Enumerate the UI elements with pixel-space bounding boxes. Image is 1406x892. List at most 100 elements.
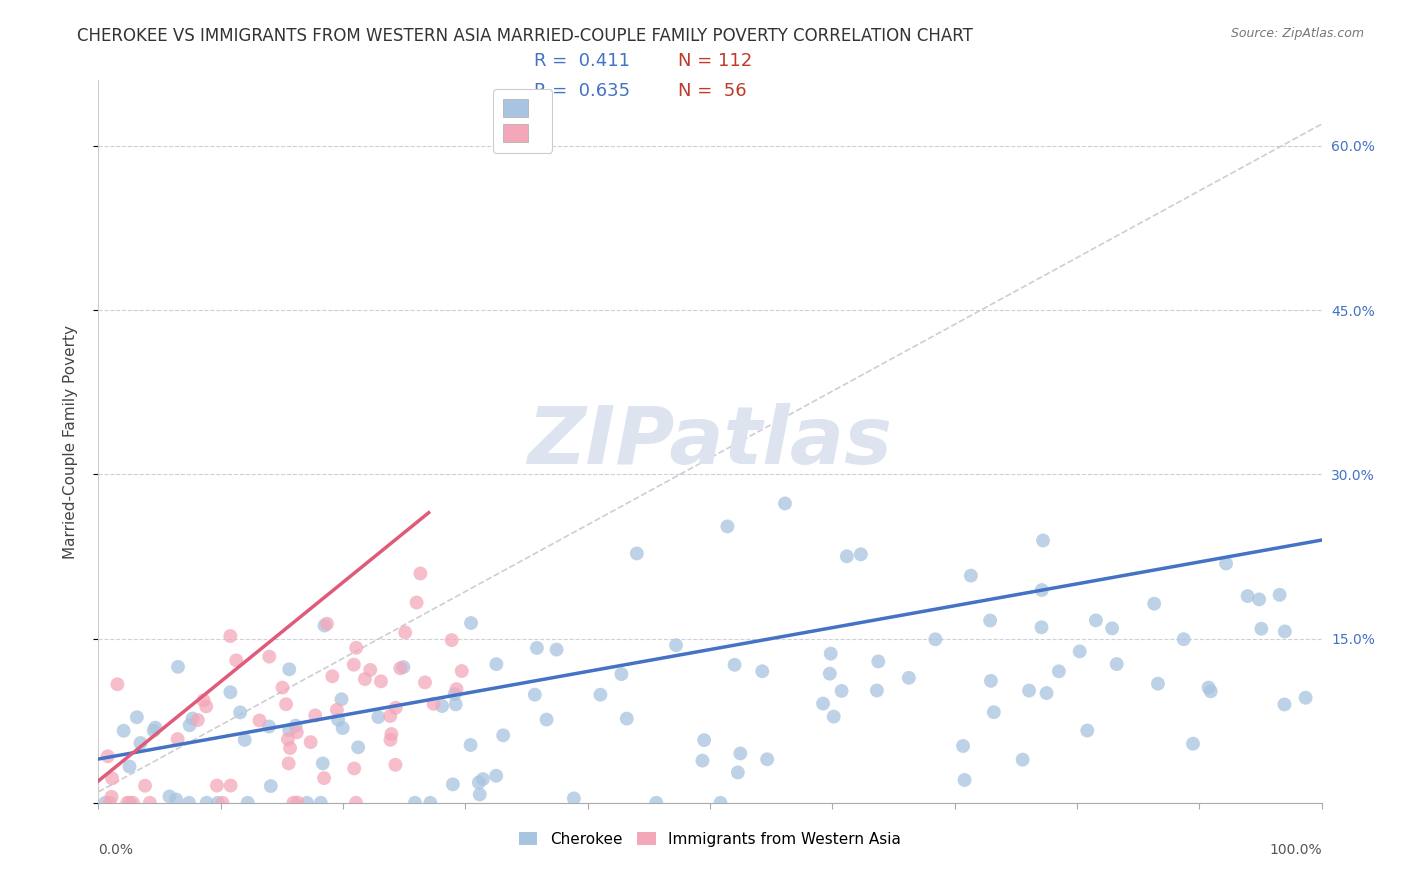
Point — [193, 693, 215, 707]
Point — [693, 733, 716, 747]
Point — [139, 796, 162, 810]
Point — [953, 772, 976, 787]
Point — [868, 655, 890, 669]
Point — [328, 713, 350, 727]
Point — [1199, 684, 1222, 698]
Point — [207, 796, 229, 810]
Point — [195, 796, 218, 810]
Point — [952, 739, 974, 753]
Point — [831, 684, 853, 698]
Point — [359, 663, 381, 677]
Point — [394, 625, 416, 640]
Point — [811, 697, 834, 711]
Point — [1143, 597, 1166, 611]
Point — [260, 779, 283, 793]
Point — [380, 727, 402, 741]
Point — [1084, 613, 1107, 627]
Point — [166, 732, 188, 747]
Point — [1018, 683, 1040, 698]
Point — [277, 756, 299, 771]
Point — [370, 674, 392, 689]
Point — [274, 697, 297, 711]
Point — [219, 629, 242, 643]
Point — [384, 701, 406, 715]
Point — [1181, 737, 1204, 751]
Point — [98, 796, 121, 810]
Point — [321, 669, 343, 683]
Point — [295, 796, 318, 810]
Point — [468, 788, 491, 802]
Point — [229, 706, 252, 720]
Point — [165, 792, 187, 806]
Point — [1035, 686, 1057, 700]
Point — [485, 769, 508, 783]
Point — [610, 667, 633, 681]
Point — [692, 754, 714, 768]
Point — [444, 698, 467, 712]
Point — [1011, 753, 1033, 767]
Point — [211, 796, 233, 810]
Point — [278, 723, 301, 738]
Point — [309, 796, 332, 810]
Point — [443, 687, 465, 701]
Point — [723, 657, 745, 672]
Text: N =  56: N = 56 — [678, 82, 747, 101]
Point — [219, 685, 242, 699]
Point — [142, 723, 165, 738]
Point — [523, 688, 546, 702]
Point — [1249, 592, 1271, 607]
Point — [441, 777, 464, 791]
Text: R =  0.635: R = 0.635 — [534, 82, 630, 101]
Point — [446, 682, 468, 697]
Text: R =  0.411: R = 0.411 — [534, 52, 630, 70]
Text: 100.0%: 100.0% — [1270, 843, 1322, 856]
Point — [709, 796, 731, 810]
Point — [233, 733, 256, 747]
Point — [546, 642, 568, 657]
Point — [314, 618, 336, 632]
Point — [278, 741, 301, 756]
Point — [389, 661, 412, 675]
Point — [450, 664, 472, 678]
Point — [259, 649, 281, 664]
Point — [727, 765, 749, 780]
Point — [115, 796, 138, 810]
Point — [225, 653, 247, 667]
Point — [271, 681, 294, 695]
Point — [314, 771, 336, 785]
Point — [471, 772, 494, 786]
Point — [526, 640, 548, 655]
Point — [1047, 665, 1070, 679]
Point — [100, 789, 122, 804]
Point — [278, 662, 301, 676]
Point — [645, 796, 668, 810]
Point — [1105, 657, 1128, 671]
Y-axis label: Married-Couple Family Poverty: Married-Couple Family Poverty — [63, 325, 77, 558]
Point — [1031, 582, 1053, 597]
Point — [485, 657, 508, 672]
Point — [983, 705, 1005, 719]
Point — [1295, 690, 1317, 705]
Point — [129, 736, 152, 750]
Text: Source: ZipAtlas.com: Source: ZipAtlas.com — [1230, 27, 1364, 40]
Point — [143, 721, 166, 735]
Point — [405, 595, 427, 609]
Point — [419, 796, 441, 810]
Point — [413, 675, 436, 690]
Point — [751, 665, 773, 679]
Point — [159, 789, 181, 804]
Point — [1250, 622, 1272, 636]
Text: 0.0%: 0.0% — [98, 843, 134, 856]
Point — [299, 735, 322, 749]
Point — [205, 779, 228, 793]
Point — [354, 672, 377, 686]
Point — [1069, 644, 1091, 658]
Point — [1274, 624, 1296, 639]
Legend: Cherokee, Immigrants from Western Asia: Cherokee, Immigrants from Western Asia — [513, 826, 907, 853]
Point — [330, 692, 353, 706]
Point — [367, 710, 389, 724]
Point — [249, 714, 271, 728]
Point — [960, 568, 983, 582]
Point — [1198, 681, 1220, 695]
Point — [835, 549, 858, 564]
